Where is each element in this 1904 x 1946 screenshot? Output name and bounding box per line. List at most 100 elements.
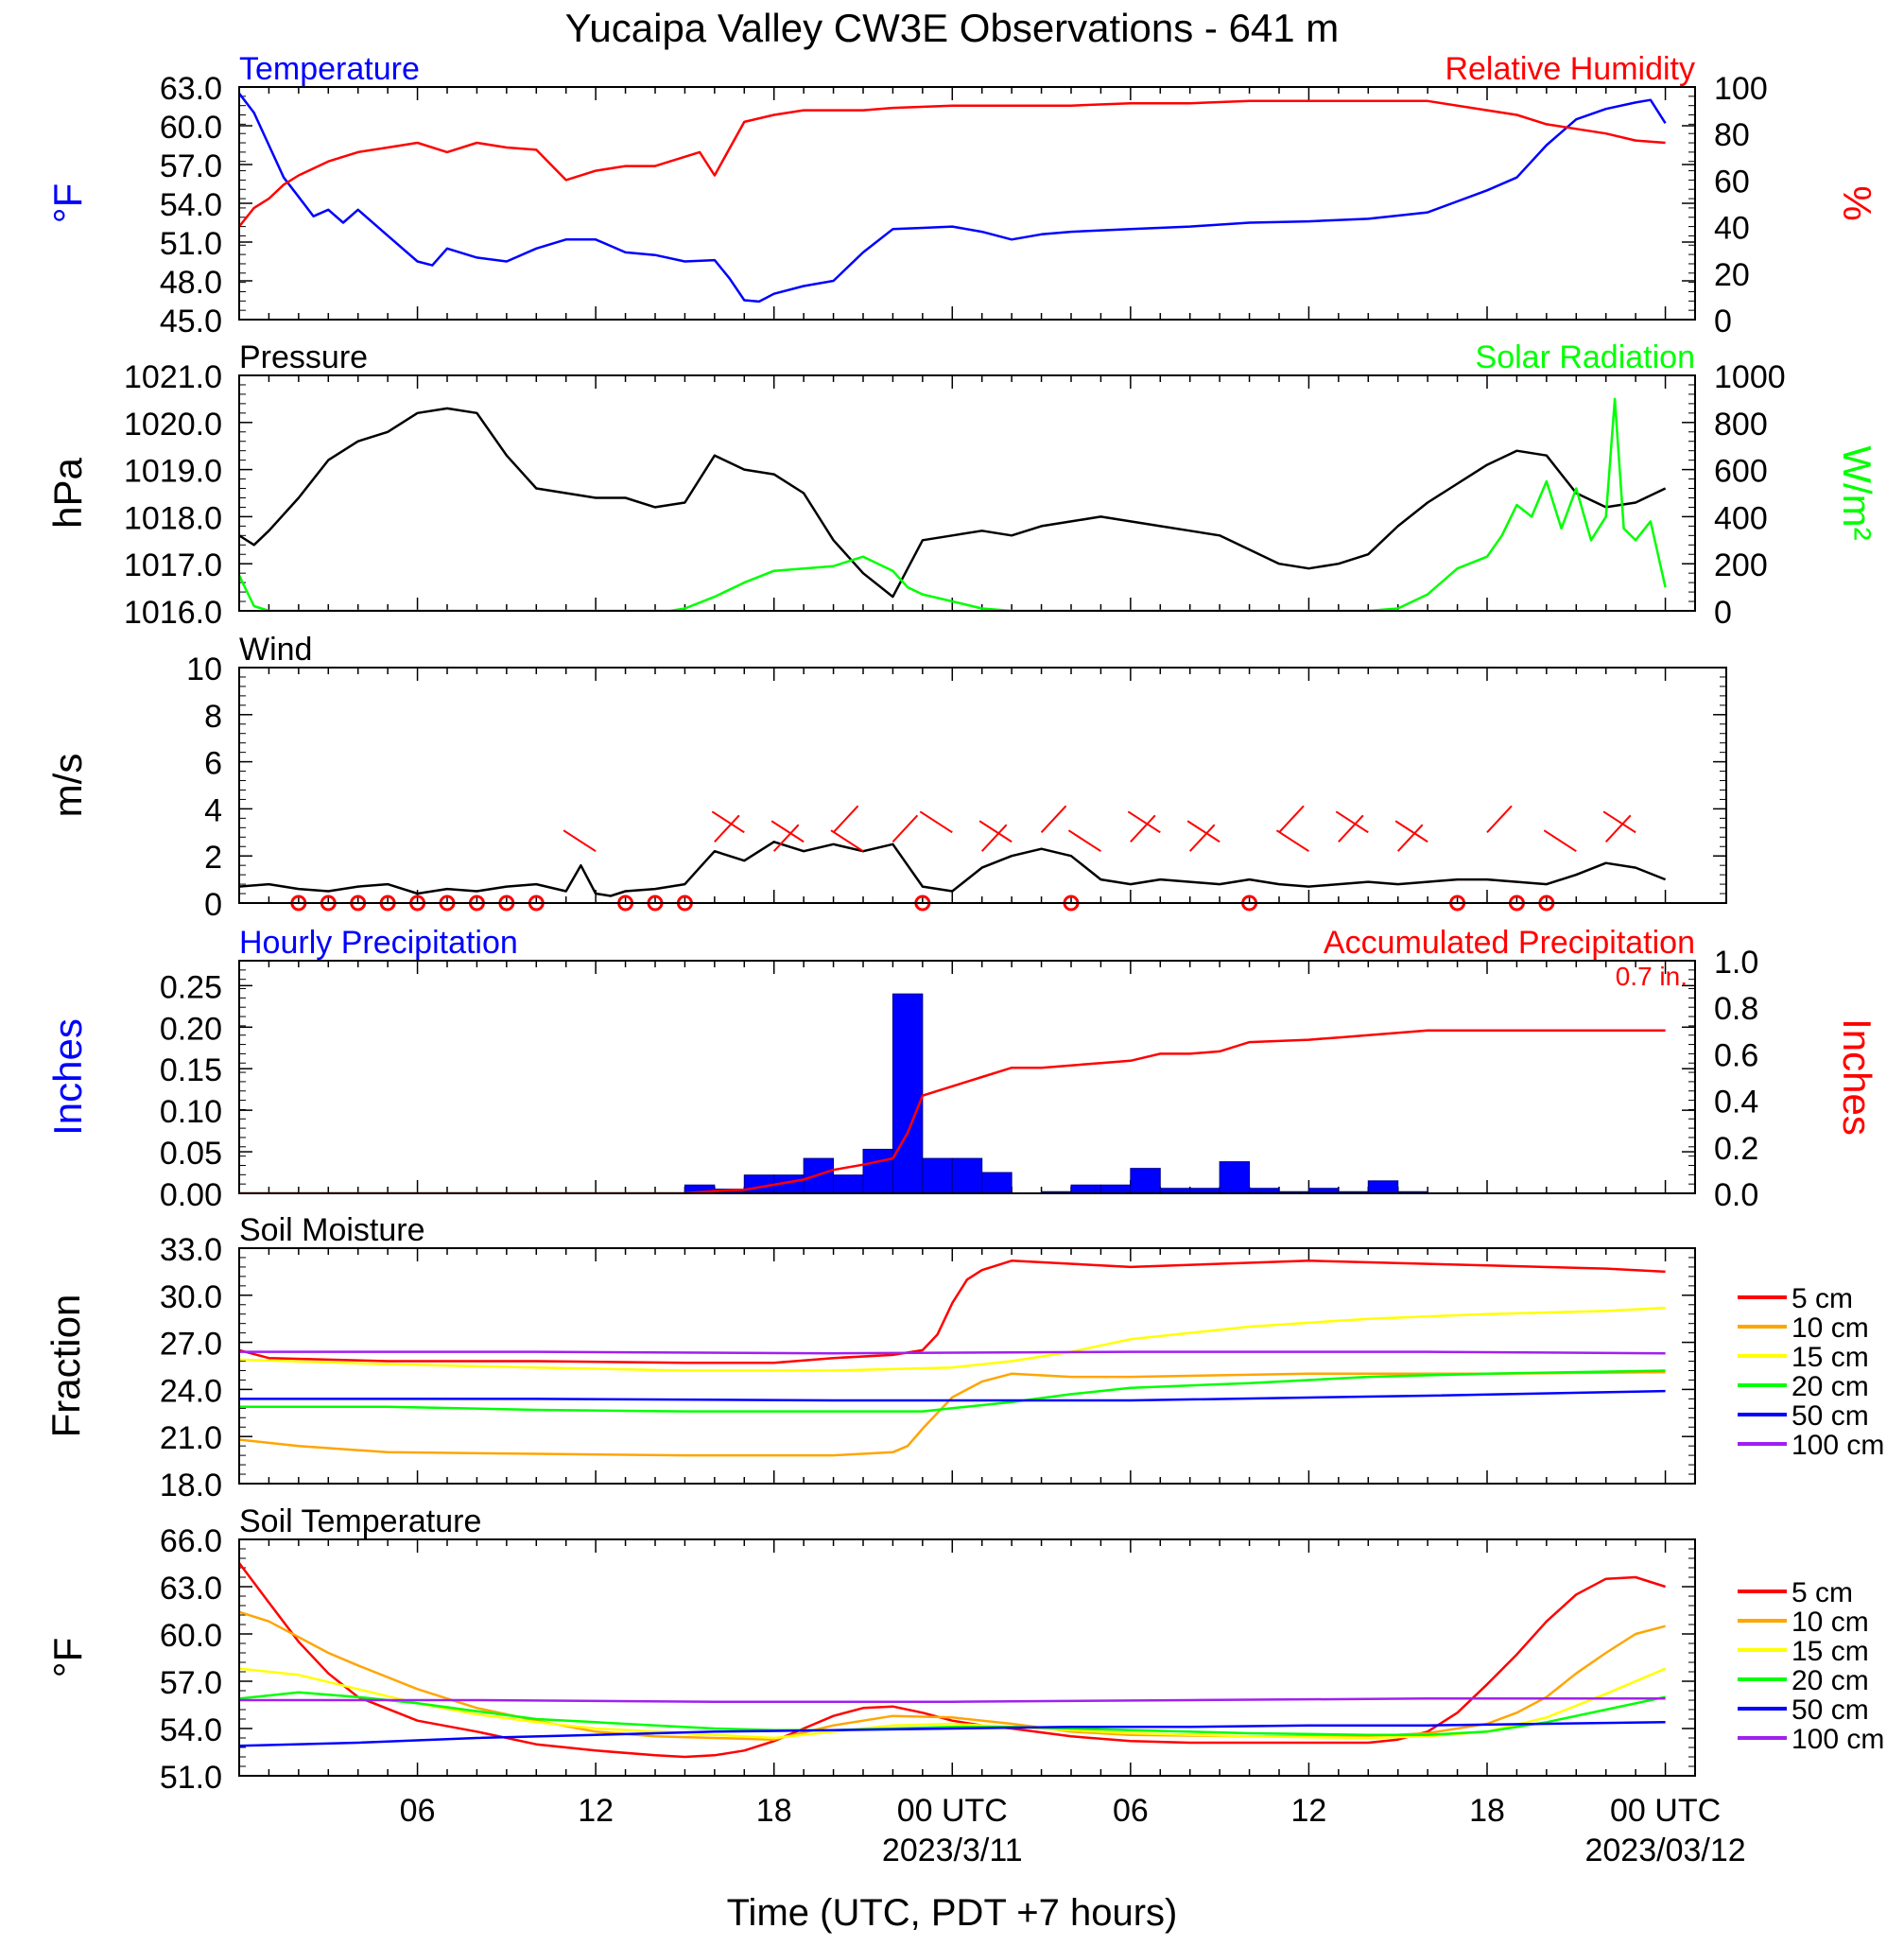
- series-line-wind: [239, 841, 1667, 897]
- wind-barb: [978, 820, 1013, 843]
- wind-barb: [772, 824, 800, 852]
- panel-title-left: Temperature: [239, 51, 420, 87]
- y-tick-label-left: 0.00: [160, 1177, 222, 1213]
- y-axis-label-right: W/m²: [1835, 445, 1879, 540]
- legend-label: 15 cm: [1791, 1636, 1869, 1667]
- wind-barb: [1338, 814, 1364, 843]
- x-tick-label: 00 UTC: [1610, 1793, 1721, 1829]
- wind-barb: [1335, 810, 1369, 834]
- wind-barb: [1278, 805, 1305, 833]
- y-tick-label-left: 27.0: [160, 1327, 222, 1363]
- precip-bar: [743, 1174, 775, 1193]
- y-tick-label-right: 0: [1714, 595, 1732, 631]
- wind-barb: [891, 814, 919, 843]
- y-tick-label-left: 54.0: [160, 187, 222, 223]
- y-tick-label-left: 21.0: [160, 1420, 222, 1456]
- wind-barb: [1543, 829, 1577, 853]
- y-tick-label-left: 2: [204, 840, 222, 876]
- wind-barb: [1602, 810, 1636, 834]
- legend-label: 15 cm: [1791, 1342, 1869, 1373]
- y-tick-label-right: 0.6: [1714, 1037, 1758, 1073]
- legend-label: 50 cm: [1791, 1400, 1869, 1432]
- y-tick-label-left: 1018.0: [124, 500, 222, 536]
- y-tick-label-right: 60: [1714, 164, 1750, 200]
- wind-barb: [830, 829, 864, 853]
- precip-bar: [833, 1174, 864, 1193]
- x-tick-label: 18: [1469, 1793, 1505, 1829]
- plot-area: [239, 1260, 1666, 1457]
- panel-temperature-humidity: 63.060.057.054.051.048.045.0 100 80 60 40 20 0…: [45, 51, 1879, 339]
- wind-barb: [1486, 805, 1513, 833]
- plot-area: [239, 397, 1667, 611]
- series-line-100-cm: [239, 1350, 1666, 1355]
- legend-label: 10 cm: [1791, 1312, 1869, 1344]
- wind-barb: [1188, 824, 1216, 852]
- wind-barb: [1604, 814, 1632, 843]
- legend-label: 100 cm: [1791, 1430, 1884, 1461]
- y-axis-label-right: %: [1835, 185, 1879, 220]
- precip-bar: [1070, 1184, 1101, 1193]
- y-tick-label-right: 0.2: [1714, 1131, 1758, 1167]
- accumulated-annotation: 0.7 in.: [1616, 962, 1688, 991]
- panel-frame: [238, 1538, 1696, 1777]
- y-tick-label-right: 200: [1714, 547, 1768, 583]
- y-tick-label-left: 66.0: [160, 1523, 222, 1559]
- y-tick-label-left: 0.15: [160, 1052, 222, 1088]
- y-tick-label-right: 800: [1714, 407, 1768, 443]
- panel-pressure-solar: 1021.0 1020.0 1019.0 1018.0 1017.0 1016.0 1000…: [45, 339, 1879, 631]
- precip-bar: [1099, 1184, 1132, 1193]
- y-tick-label-left: 57.0: [160, 1665, 222, 1701]
- legend-label: 100 cm: [1791, 1724, 1884, 1755]
- wind-barb: [711, 810, 745, 834]
- y-tick-label-left: 10: [186, 652, 222, 687]
- wind-barb: [1130, 814, 1156, 843]
- panel-title-left: Wind: [239, 632, 312, 668]
- y-tick-label-left: 51.0: [160, 1760, 222, 1796]
- y-tick-label-right: 400: [1714, 500, 1768, 536]
- panel-title-left: Hourly Precipitation: [239, 925, 518, 961]
- series-line-20-cm: [239, 1369, 1666, 1413]
- precip-bar: [1219, 1161, 1251, 1193]
- y-axis-label-left: °F: [45, 1638, 90, 1677]
- y-tick-label-right: 0.8: [1714, 991, 1758, 1027]
- series-line-50-cm: [239, 1389, 1666, 1402]
- y-tick-label-left: 45.0: [160, 304, 222, 339]
- y-tick-label-left: 0.25: [160, 969, 222, 1005]
- y-tick-label-left: 1020.0: [124, 407, 222, 443]
- y-axis-label-left: Fraction: [43, 1294, 88, 1438]
- series-line-10-cm: [239, 1370, 1666, 1457]
- panel-frame: [238, 667, 1727, 904]
- wind-barb: [1186, 820, 1220, 843]
- plot-area: [239, 993, 1666, 1193]
- y-tick-label-left: 63.0: [160, 71, 222, 107]
- panel-title-right: Relative Humidity: [1445, 51, 1695, 87]
- y-tick-label-left: 48.0: [160, 265, 222, 301]
- precip-bar: [922, 1157, 953, 1193]
- panel-frame: [238, 86, 1696, 321]
- x-tick-label: 06: [1113, 1793, 1149, 1829]
- x-date-label: 2023/3/11: [882, 1833, 1023, 1868]
- x-date-label: 2023/03/12: [1584, 1833, 1745, 1868]
- y-axis-label-left: °F: [45, 183, 90, 223]
- y-tick-label-right: 600: [1714, 454, 1768, 490]
- y-tick-label-right: 0.4: [1714, 1085, 1758, 1121]
- y-tick-label-left: 60.0: [160, 110, 222, 146]
- panel-frame: [238, 374, 1696, 612]
- precip-bar: [891, 993, 924, 1193]
- legend-label: 5 cm: [1791, 1283, 1853, 1314]
- y-tick-label-left: 0.20: [160, 1011, 222, 1047]
- x-tick-label: 12: [578, 1793, 614, 1829]
- legend-label: 10 cm: [1791, 1607, 1869, 1638]
- y-tick-label-right: 0: [1714, 304, 1732, 339]
- y-tick-label-left: 8: [204, 699, 222, 735]
- panel-soil-temperature: 66.0 63.0 60.0 57.0 54.0 51.0 Soil Temperature…: [45, 1503, 1884, 1796]
- legend-label: 20 cm: [1791, 1665, 1869, 1696]
- panel-frame: [238, 960, 1696, 1194]
- wind-barb: [1127, 810, 1161, 834]
- y-tick-label-left: 63.0: [160, 1571, 222, 1607]
- panel-title-left: Soil Temperature: [239, 1503, 481, 1539]
- panel-title-left: Soil Moisture: [239, 1212, 425, 1248]
- panel-title-right: Accumulated Precipitation: [1324, 925, 1695, 961]
- y-tick-label-left: 33.0: [160, 1232, 222, 1268]
